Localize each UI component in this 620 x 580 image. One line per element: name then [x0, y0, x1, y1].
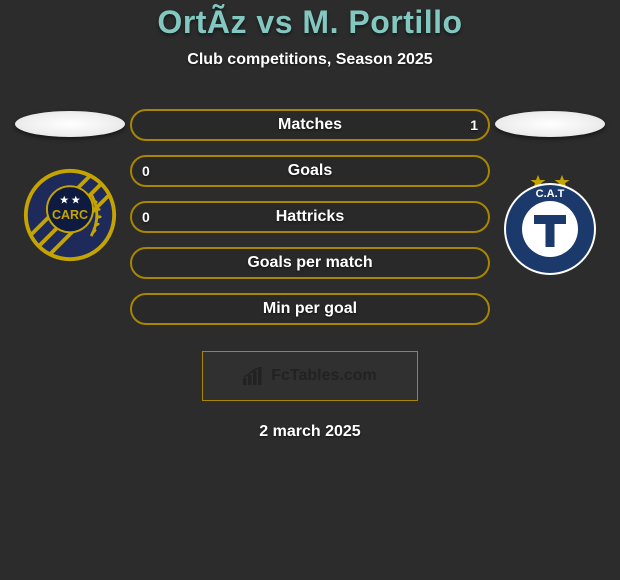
stat-label: Goals per match: [247, 254, 372, 272]
talleres-crest-icon: C.A.T: [500, 167, 600, 277]
stat-label: Matches: [278, 116, 342, 134]
svg-text:CARC: CARC: [52, 208, 88, 222]
match-date: 2 march 2025: [0, 423, 620, 441]
stat-left-value: 0: [142, 209, 150, 225]
attribution-content: FcTables.com: [243, 367, 377, 385]
stats-column: Matches 1 0 Goals 0 Hattricks Goals per …: [130, 109, 490, 325]
stat-row-goals: 0 Goals: [130, 155, 490, 187]
stat-label: Min per goal: [263, 300, 357, 318]
stat-label: Hattricks: [276, 208, 344, 226]
stat-left-value: 0: [142, 163, 150, 179]
page-title: OrtÃ­z vs M. Portillo: [0, 4, 620, 41]
right-club-crest: C.A.T: [500, 167, 600, 282]
stat-row-goals-per-match: Goals per match: [130, 247, 490, 279]
stat-label: Goals: [288, 162, 332, 180]
left-player-column: CARC: [10, 109, 130, 268]
left-player-face-placeholder: [15, 111, 125, 137]
bar-chart-icon: [243, 367, 265, 385]
rosario-central-crest-icon: CARC: [22, 167, 118, 263]
attribution-text: FcTables.com: [271, 367, 377, 385]
stat-row-matches: Matches 1: [130, 109, 490, 141]
bottom-spacer: [0, 441, 620, 571]
page-subtitle: Club competitions, Season 2025: [0, 51, 620, 69]
page-root: OrtÃ­z vs M. Portillo Club competitions,…: [0, 0, 620, 571]
stat-right-value: 1: [470, 117, 478, 133]
right-player-face-placeholder: [495, 111, 605, 137]
svg-text:C.A.T: C.A.T: [536, 188, 565, 200]
main-layout: CARC Matches 1: [0, 109, 620, 325]
left-club-crest: CARC: [22, 167, 118, 268]
stat-row-min-per-goal: Min per goal: [130, 293, 490, 325]
stat-row-hattricks: 0 Hattricks: [130, 201, 490, 233]
right-player-column: C.A.T: [490, 109, 610, 282]
attribution-box: FcTables.com: [202, 351, 418, 401]
